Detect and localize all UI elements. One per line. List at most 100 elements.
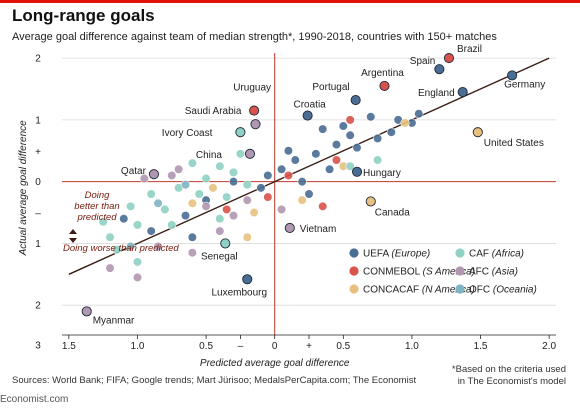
labeled-point [250, 119, 261, 130]
data-point [180, 180, 191, 190]
legend-region: (Oceania) [493, 285, 537, 296]
point-label: China [196, 150, 223, 161]
point-label: Canada [375, 207, 410, 218]
axes: 2 1 0 1 2 3 + – 1.5 1.0 0.5 – 0 +0.5 1.0 1.5 2.0 Predicte… [18, 54, 557, 369]
data-point [139, 173, 149, 184]
point-label: Croatia [294, 100, 327, 111]
labeled-point [220, 238, 231, 249]
data-points [81, 53, 518, 317]
data-point [174, 164, 184, 174]
y-sign-label: + [35, 147, 41, 158]
data-point [194, 189, 204, 199]
data-point [119, 214, 129, 224]
labeled-point [242, 274, 253, 285]
x-tick-label: 1.5 [62, 341, 76, 352]
annotation-worse: Doing worse than predicted [63, 243, 179, 254]
data-point [276, 164, 287, 174]
x-tick-label: 0 [272, 341, 278, 352]
data-point [373, 155, 383, 165]
legend-swatch [455, 248, 465, 258]
data-point [324, 164, 335, 174]
data-point [208, 183, 218, 193]
sources: Sources: World Bank; FIFA; Google trends… [12, 375, 417, 386]
data-point [414, 109, 424, 119]
data-point [112, 245, 122, 255]
data-point [228, 177, 239, 187]
legend-region: (N America) [422, 285, 475, 296]
data-point [338, 121, 348, 131]
point-label: Senegal [201, 251, 238, 262]
data-point [242, 232, 252, 242]
legend-swatch [349, 284, 359, 294]
point-label: Saudi Arabia [185, 106, 242, 117]
x-tick-label: 2.0 [542, 341, 556, 352]
annotation-better: predicted [76, 212, 117, 223]
x-tick-label: 1.5 [474, 341, 488, 352]
data-point [318, 124, 328, 134]
annotation-better: better than [74, 201, 119, 212]
data-point [160, 204, 170, 215]
data-point [180, 211, 191, 221]
legend-swatch [455, 266, 465, 276]
chart-subtitle: Average goal difference against team of … [12, 31, 497, 43]
x-tick-label: 0.5 [336, 341, 350, 352]
labeled-point [244, 148, 256, 159]
data-point [215, 226, 225, 236]
labeled-point [235, 127, 246, 138]
legend-label: UEFA (Europe) [363, 249, 430, 260]
data-point [201, 201, 211, 211]
x-tick-label: 1.0 [405, 341, 419, 352]
data-point [386, 127, 396, 137]
data-point [400, 118, 410, 128]
data-point [105, 263, 115, 273]
legend-label: AFC (Asia) [469, 267, 518, 278]
point-label: Uruguay [233, 83, 271, 94]
data-point [187, 232, 197, 242]
labeled-point [302, 110, 313, 121]
point-labels: Brazil Spain Argentina England Germany Portug… [93, 44, 546, 326]
legend-conf: CAF [469, 249, 492, 260]
legend-region: (Europe) [391, 249, 430, 260]
labeled-point [351, 166, 363, 177]
point-label: Myanmar [93, 315, 135, 326]
y-tick-label: 3 [35, 341, 41, 352]
y-tick-label: 1 [35, 239, 41, 250]
data-point [215, 214, 225, 224]
data-point [242, 180, 252, 190]
data-point [283, 170, 294, 181]
data-point [187, 158, 197, 168]
labeled-point [443, 53, 455, 64]
legend-conf: CONMEBOL [363, 267, 423, 278]
point-label: Luxembourg [211, 287, 267, 298]
data-point [228, 211, 239, 221]
legend-conf: OFC [469, 285, 493, 296]
legend-swatch [349, 248, 359, 258]
data-point [331, 155, 342, 165]
data-point [105, 232, 115, 242]
legend-swatch [349, 266, 359, 276]
legend-conf: CONCACAF [363, 285, 422, 296]
x-tick-label: 0.5 [199, 341, 213, 352]
point-label: England [418, 88, 455, 99]
data-point [242, 195, 252, 205]
data-point [126, 241, 136, 252]
point-label: Portugal [312, 82, 349, 93]
data-point [215, 161, 225, 171]
y-tick-label: 2 [35, 54, 41, 65]
legend-label: OFC (Oceania) [469, 285, 537, 296]
legend-conf: UEFA [363, 249, 391, 260]
data-point [222, 192, 232, 202]
point-label: United States [484, 138, 544, 149]
labeled-point [249, 105, 260, 116]
data-point [132, 257, 143, 267]
point-label: Germany [504, 79, 545, 90]
labeled-point [365, 196, 376, 207]
data-point [146, 189, 156, 199]
data-point [222, 204, 232, 215]
data-point [366, 112, 376, 122]
data-point [235, 149, 245, 159]
point-label: Hungary [363, 168, 401, 179]
